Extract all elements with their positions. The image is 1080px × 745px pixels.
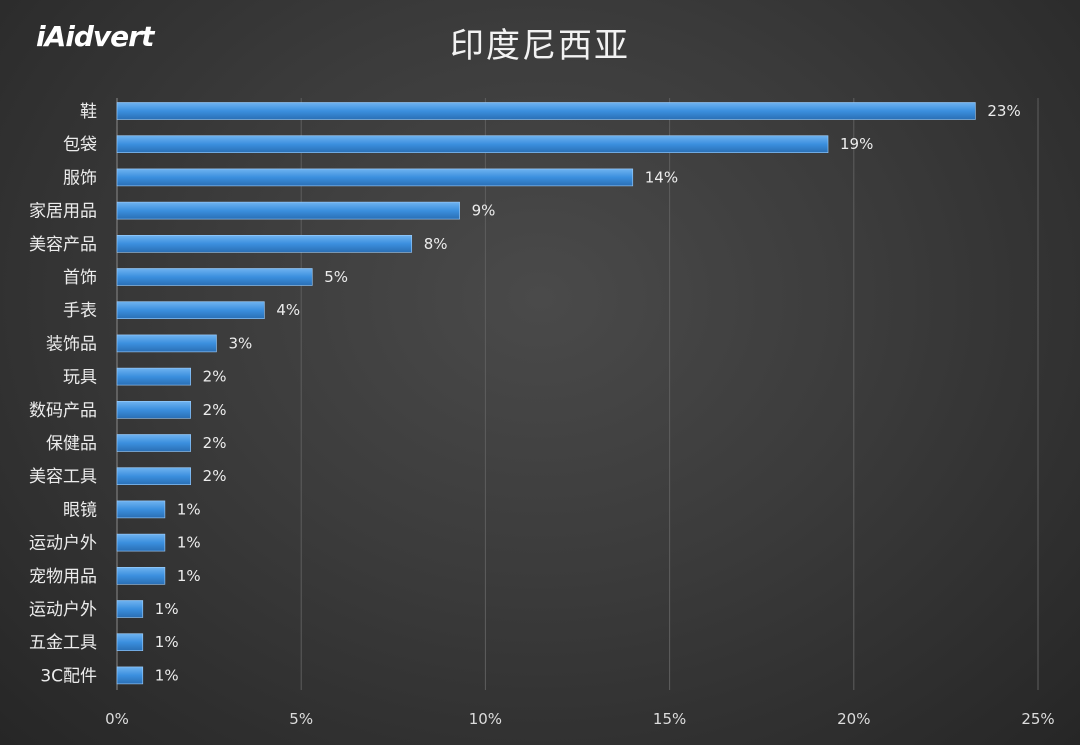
bar xyxy=(116,268,313,286)
value-label: 2% xyxy=(203,401,227,419)
bar xyxy=(116,367,191,386)
value-label: 19% xyxy=(840,135,873,153)
brand-logo: iAidvert xyxy=(36,20,154,53)
x-tick-label: 5% xyxy=(289,710,313,728)
category-label: 美容工具 xyxy=(29,467,97,487)
bar xyxy=(116,102,976,120)
category-label: 首饰 xyxy=(63,268,97,288)
bar xyxy=(116,168,634,187)
value-label: 4% xyxy=(276,301,300,319)
bar xyxy=(116,533,166,552)
bar xyxy=(116,633,144,652)
value-label: 1% xyxy=(155,666,179,684)
x-tick-label: 10% xyxy=(469,710,502,728)
gridlines xyxy=(300,98,1039,690)
category-label: 五金工具 xyxy=(29,633,97,653)
bar xyxy=(116,334,217,353)
x-tick-label: 25% xyxy=(1021,710,1054,728)
value-label: 1% xyxy=(177,567,201,585)
x-tick-label: 15% xyxy=(653,710,686,728)
category-label: 宠物用品 xyxy=(29,567,97,587)
labels: 0% 5% 10% 15% 20% 25% 鞋 23% 包袋 19% 服饰 14% 家居用品 9% 美容产品… xyxy=(29,102,1055,728)
x-tick-label: 0% xyxy=(105,710,129,728)
bar xyxy=(116,566,166,585)
category-label: 保健品 xyxy=(46,434,97,454)
bar xyxy=(116,500,166,519)
value-label: 14% xyxy=(645,168,678,186)
category-label: 包袋 xyxy=(63,135,97,155)
category-label: 家居用品 xyxy=(29,202,97,222)
value-label: 3% xyxy=(228,334,252,352)
bar xyxy=(116,666,144,685)
bar xyxy=(116,135,829,153)
value-label: 1% xyxy=(155,633,179,651)
value-label: 1% xyxy=(177,534,201,552)
category-label: 运动户外 xyxy=(29,600,97,620)
value-label: 2% xyxy=(203,467,227,485)
category-label: 手表 xyxy=(63,301,97,321)
category-label: 3C配件 xyxy=(40,666,97,686)
bar xyxy=(116,400,191,419)
chart-title: 印度尼西亚 xyxy=(450,26,630,66)
bar xyxy=(116,434,191,452)
value-label: 1% xyxy=(177,500,201,518)
value-label: 2% xyxy=(203,368,227,386)
bar xyxy=(116,301,265,320)
category-label: 眼镜 xyxy=(63,500,97,520)
category-label: 数码产品 xyxy=(29,401,97,421)
category-label: 美容产品 xyxy=(29,235,97,255)
value-label: 23% xyxy=(987,102,1020,120)
category-label: 玩具 xyxy=(63,368,97,388)
value-label: 2% xyxy=(203,434,227,452)
bar xyxy=(116,467,191,486)
category-label: 运动户外 xyxy=(29,534,97,554)
bars xyxy=(116,102,976,685)
category-label: 鞋 xyxy=(80,102,97,122)
value-label: 8% xyxy=(424,235,448,253)
value-label: 9% xyxy=(472,202,496,220)
bar xyxy=(116,235,413,253)
bar xyxy=(116,201,460,220)
category-label: 服饰 xyxy=(63,168,97,188)
bar xyxy=(116,600,144,618)
value-label: 5% xyxy=(324,268,348,286)
category-label: 装饰品 xyxy=(46,334,97,354)
value-label: 1% xyxy=(155,600,179,618)
x-tick-label: 20% xyxy=(837,710,870,728)
